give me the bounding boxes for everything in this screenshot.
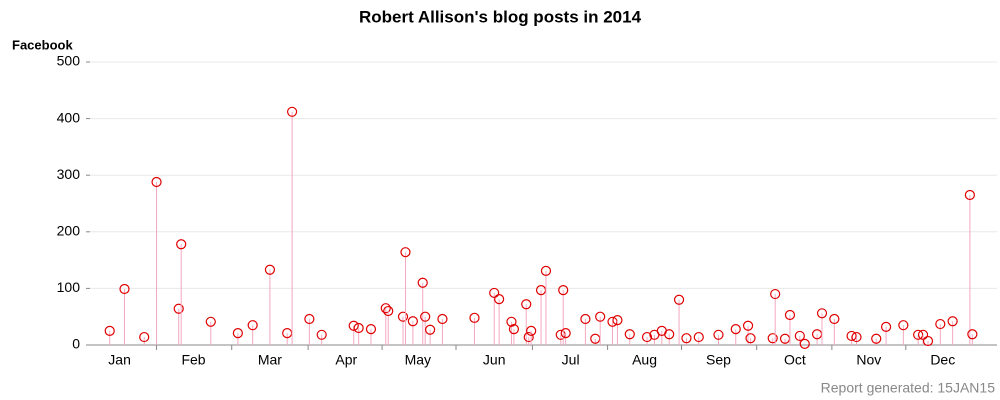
- needle-marker: [784, 309, 796, 321]
- needle-marker: [348, 320, 359, 331]
- needle-marker: [521, 299, 532, 310]
- y-tick-label: 0: [72, 336, 80, 352]
- x-tick-label: Oct: [784, 352, 806, 368]
- chart-title: Robert Allison's blog posts in 2014: [359, 7, 642, 26]
- y-tick-label: 400: [57, 109, 81, 125]
- needle-marker: [612, 314, 623, 326]
- needle-marker: [365, 324, 377, 335]
- needle-marker: [624, 329, 635, 340]
- x-tick-label: Feb: [181, 352, 205, 368]
- x-tick-label: Aug: [632, 352, 657, 368]
- y-tick-label: 100: [57, 279, 81, 295]
- needle-marker: [681, 333, 692, 344]
- needle-marker: [151, 176, 162, 188]
- needle-marker: [397, 311, 409, 322]
- needle-marker: [119, 283, 130, 295]
- y-tick-label: 300: [57, 166, 81, 182]
- needle-marker: [540, 265, 552, 276]
- x-tick-label: Mar: [258, 352, 282, 368]
- needle-marker: [558, 284, 569, 296]
- needle-marker: [232, 328, 243, 339]
- needle-marker: [851, 331, 862, 343]
- needle-marker: [730, 324, 741, 335]
- needle-marker: [935, 318, 946, 330]
- needle-marker: [205, 316, 216, 327]
- needle-marker: [580, 313, 591, 325]
- needle-marker: [526, 325, 537, 336]
- needle-marker: [173, 303, 184, 314]
- needle-marker: [304, 313, 315, 325]
- needle-marker: [316, 329, 327, 340]
- x-tick-label: Jan: [108, 352, 131, 368]
- x-tick-label: May: [405, 352, 431, 368]
- needle-marker: [713, 329, 724, 340]
- footnote: Report generated: 15JAN15: [821, 380, 996, 396]
- x-tick-label: Apr: [335, 352, 357, 368]
- x-tick-label: Dec: [930, 352, 955, 368]
- needle-marker: [420, 311, 431, 322]
- y-tick-label: 200: [57, 223, 81, 239]
- needle-marker: [383, 305, 394, 317]
- needle-marker: [264, 264, 276, 275]
- x-tick-label: Jul: [562, 352, 580, 368]
- x-tick-label: Nov: [856, 352, 881, 368]
- needle-marker: [770, 288, 781, 300]
- needle-marker: [139, 331, 150, 343]
- needle-marker: [880, 321, 892, 332]
- x-tick-label: Sep: [706, 352, 731, 368]
- needle-marker: [917, 329, 929, 340]
- needle-marker: [799, 338, 810, 349]
- needle-marker: [287, 106, 298, 117]
- needle-marker: [508, 324, 520, 335]
- needle-marker: [742, 320, 754, 331]
- needle-marker: [641, 331, 653, 343]
- x-tick-label: Jun: [483, 352, 506, 368]
- needle-marker: [353, 322, 364, 334]
- needle-marker: [829, 313, 840, 325]
- needle-marker: [400, 247, 411, 258]
- needle-marker: [425, 324, 436, 335]
- needle-marker: [745, 333, 756, 344]
- needle-marker: [871, 333, 882, 344]
- needle-marker: [104, 325, 115, 336]
- needle-marker: [437, 313, 448, 325]
- needle-marker: [846, 330, 857, 342]
- needle-marker: [693, 331, 704, 343]
- needle-marker: [922, 335, 934, 347]
- y-tick-label: 500: [57, 53, 81, 69]
- needle-marker: [673, 294, 685, 305]
- needle-marker: [523, 331, 534, 343]
- needle-marker: [664, 329, 675, 340]
- needle-marker: [898, 320, 909, 331]
- needle-marker: [794, 330, 805, 342]
- needle-marker: [176, 239, 187, 250]
- needle-marker: [816, 308, 828, 319]
- needle-marker: [407, 316, 418, 327]
- needle-marker: [967, 329, 978, 340]
- needle-marker: [469, 312, 480, 323]
- y-axis-label: Facebook: [12, 37, 73, 52]
- needle-marker: [595, 311, 606, 322]
- needle-marker: [380, 303, 391, 314]
- needle-marker: [964, 189, 975, 201]
- needle-marker: [767, 333, 778, 344]
- needle-marker: [247, 320, 258, 331]
- needle-marker: [560, 328, 571, 339]
- needle-marker: [489, 287, 500, 299]
- needle-marker: [494, 294, 505, 305]
- needle-marker: [947, 316, 958, 327]
- needle-marker: [417, 277, 428, 288]
- needle-marker: [506, 316, 517, 327]
